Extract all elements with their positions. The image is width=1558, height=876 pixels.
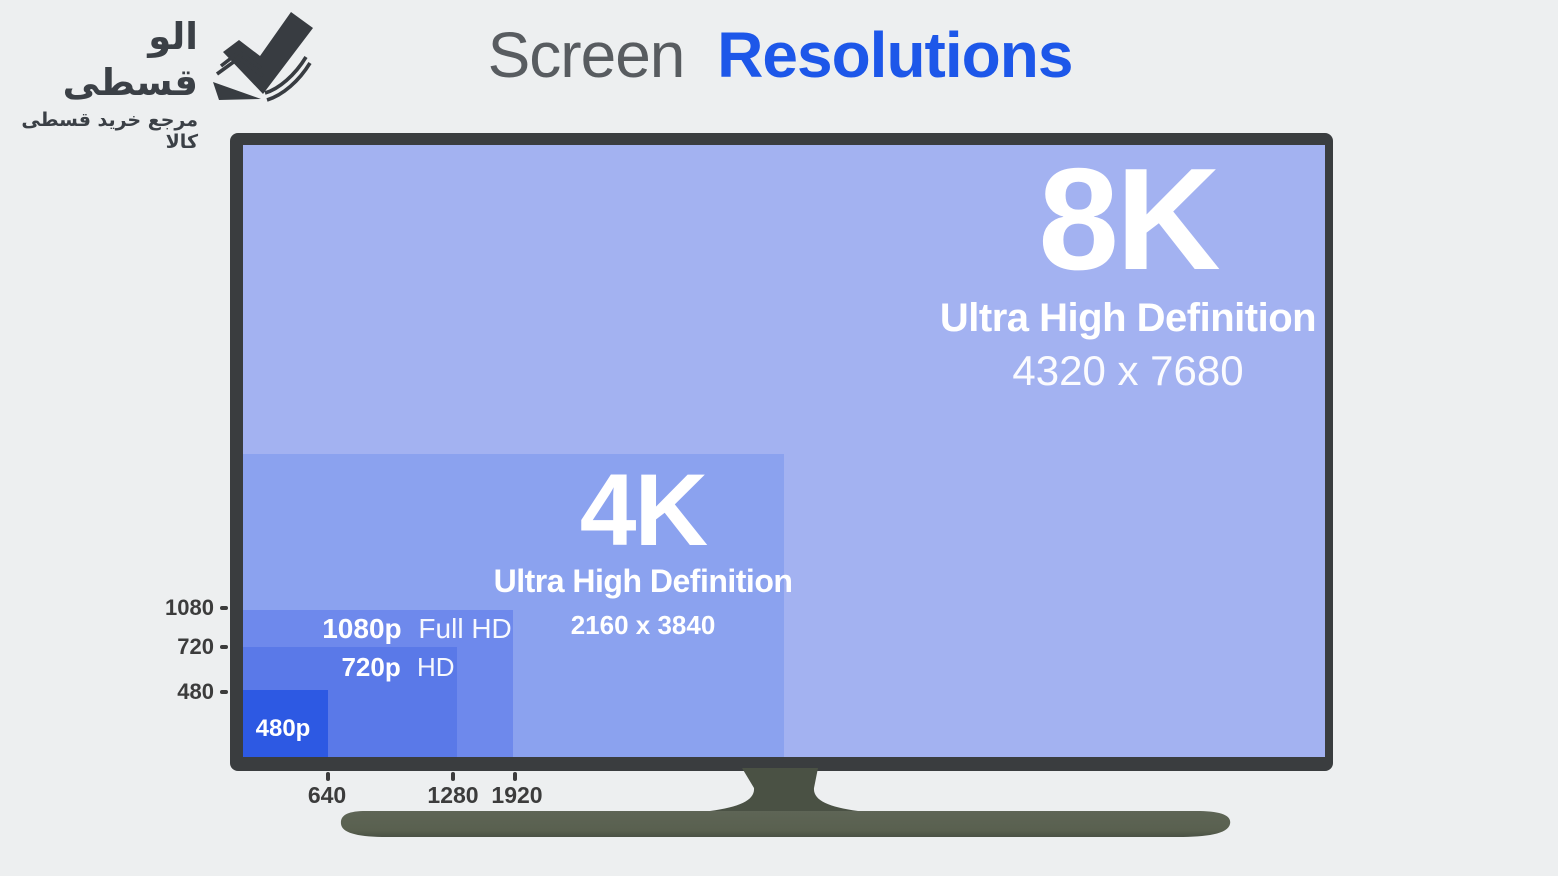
y-axis-tick-1080 bbox=[220, 606, 228, 610]
x-axis-label-640: 640 bbox=[307, 782, 347, 808]
brand-name: الو قسطی bbox=[62, 15, 198, 104]
label-480p-name: 480p bbox=[255, 715, 311, 742]
page-title: Screen Resolutions bbox=[380, 18, 1180, 92]
label-720p: 720p HD bbox=[298, 652, 498, 683]
y-axis-tick-720 bbox=[220, 645, 228, 649]
layered-check-icon bbox=[213, 12, 313, 102]
label-4k-dimensions: 2160 x 3840 bbox=[570, 610, 716, 640]
label-8k-name: 8K bbox=[1038, 145, 1220, 300]
label-8k-dimensions: 4320 x 7680 bbox=[1012, 347, 1244, 394]
x-axis-tick-640 bbox=[326, 772, 330, 781]
label-1080p-suffix: Full HD bbox=[418, 613, 512, 644]
label-4k-subtitle: Ultra High Definition bbox=[493, 563, 793, 599]
page-title-bold: Resolutions bbox=[717, 19, 1073, 91]
x-axis-tick-1920 bbox=[513, 772, 517, 781]
y-axis-tick-480 bbox=[220, 690, 228, 694]
brand-text: الو قسطی مرجع خرید قسطی کالا bbox=[8, 14, 198, 153]
label-1080p: 1080p Full HD bbox=[267, 613, 567, 645]
tv-stand bbox=[340, 768, 1231, 837]
x-axis-label-1280: 1280 bbox=[427, 782, 479, 808]
label-1080p-name: 1080p bbox=[322, 613, 402, 644]
label-block-8k: 8K Ultra High Definition 4320 x 7680 bbox=[873, 147, 1325, 395]
resolution-box-480p bbox=[243, 690, 328, 757]
x-axis-label-1920: 1920 bbox=[491, 782, 543, 808]
label-4k-name: 4K bbox=[579, 453, 708, 567]
page-title-light: Screen bbox=[487, 19, 686, 91]
label-720p-name: 720p bbox=[341, 652, 401, 682]
brand-tagline: مرجع خرید قسطی کالا bbox=[21, 109, 198, 153]
tv-screen-8k-area: 8K Ultra High Definition 4320 x 7680 4K … bbox=[243, 145, 1325, 757]
label-8k-subtitle: Ultra High Definition bbox=[939, 296, 1317, 340]
y-axis-label-480: 480 bbox=[177, 679, 214, 704]
y-axis-label-1080: 1080 bbox=[165, 595, 214, 620]
label-720p-suffix: HD bbox=[416, 652, 455, 682]
tv-stand-neck bbox=[710, 768, 858, 811]
tv-stand-base bbox=[340, 811, 1231, 837]
label-block-4k: 4K Ultra High Definition 2160 x 3840 bbox=[393, 459, 893, 641]
x-axis-tick-1280 bbox=[451, 772, 455, 781]
y-axis-label-720: 720 bbox=[177, 634, 214, 659]
label-480p: 480p bbox=[245, 715, 321, 743]
